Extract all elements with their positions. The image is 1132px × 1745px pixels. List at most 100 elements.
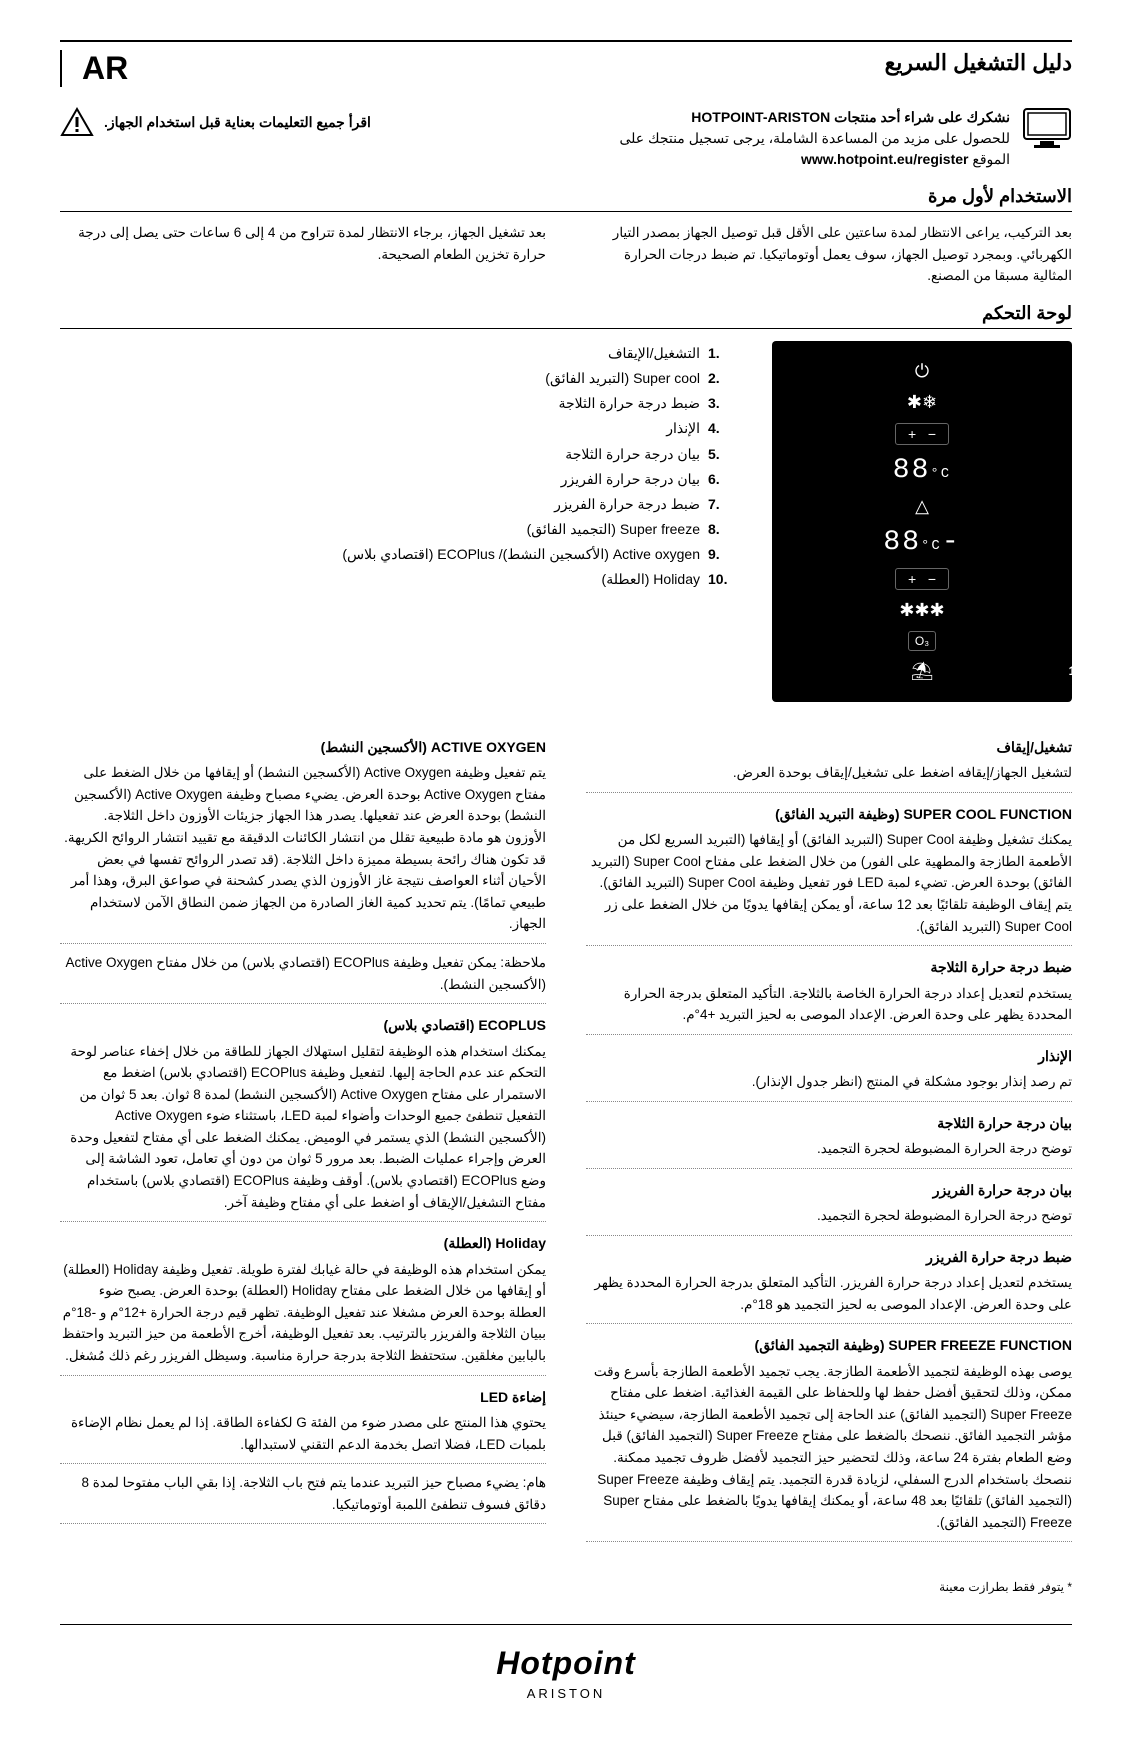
divider [60, 943, 546, 944]
function-heading: بيان درجة حرارة الفريزر [586, 1179, 1072, 1201]
top-rule [60, 40, 1072, 42]
function-body: يتم تفعيل وظيفة Active Oxygen (الأكسجين … [60, 762, 546, 935]
legend-num: 6. [708, 467, 732, 492]
first-use-heading: الاستخدام لأول مرة [60, 186, 1072, 212]
warning-text: اقرأ جميع التعليمات بعناية قبل استخدام ا… [104, 114, 371, 131]
register-line: للحصول على مزيد من المساعدة الشاملة، يرج… [619, 130, 1010, 146]
footer-brand: Hotpoint ARISTON [60, 1624, 1072, 1701]
function-heading: ضبط درجة حرارة الثلاجة [586, 956, 1072, 978]
legend-item: 10. Holiday (العطلة) [60, 567, 732, 592]
first-use-left: بعد تشغيل الجهاز، برجاء الانتظار لمدة تت… [60, 222, 546, 287]
language-badge: AR [60, 50, 128, 87]
divider [586, 945, 1072, 946]
legend-label: Super freeze (التجميد الفائق) [527, 517, 700, 542]
brand-main: Hotpoint [60, 1645, 1072, 1682]
legend-label: Active oxygen (الأكسجين النشط)/ ECOPlus … [342, 542, 700, 567]
site-url: www.hotpoint.eu/register [801, 149, 969, 170]
legend-item: 8. Super freeze (التجميد الفائق) [60, 517, 732, 542]
function-heading: SUPER FREEZE FUNCTION (وظيفة التجميد الف… [586, 1334, 1072, 1356]
legend-num: 3. [708, 391, 732, 416]
legend-label: Super cool (التبريد الفائق) [545, 366, 700, 391]
legend-num: 1. [708, 341, 732, 366]
legend-label: بيان درجة حرارة الثلاجة [565, 442, 700, 467]
legend-num: 2. [708, 366, 732, 391]
control-panel-diagram: 1⏻ ❄✱2 3− + 88°C5 4△ -88°C6 7− + 8✱✱✱ O₃… [772, 341, 1072, 702]
freezer-temp-display: -88°C [883, 527, 960, 558]
function-body: يمكن استخدام هذه الوظيفة في حالة غيابك ل… [60, 1259, 546, 1367]
function-body: يوصى بهذه الوظيفة لتجميد الأطعمة الطازجة… [586, 1361, 1072, 1534]
power-icon: ⏻ [915, 361, 929, 382]
function-body: لتشغيل الجهاز/إيقافه اضغط على تشغيل/إيقا… [586, 762, 1072, 784]
divider [586, 1101, 1072, 1102]
holiday-icon: ⛱ [911, 661, 934, 682]
function-heading: بيان درجة حرارة الثلاجة [586, 1112, 1072, 1134]
function-heading: SUPER COOL FUNCTION (وظيفة التبريد الفائ… [586, 803, 1072, 825]
legend-item: 3. ضبط درجة حرارة الثلاجة [60, 391, 732, 416]
function-body: ملاحظة: يمكن تفعيل وظيفة ECOPlus (اقتصاد… [60, 952, 546, 995]
intro-warning: اقرأ جميع التعليمات بعناية قبل استخدام ا… [60, 107, 551, 137]
thanks-line: نشكرك على شراء أحد منتجات HOTPOINT-ARIST… [691, 109, 1010, 125]
divider [586, 1541, 1072, 1542]
divider [60, 1221, 546, 1222]
function-heading: ECOPLUS (اقتصادي بلاس) [60, 1014, 546, 1036]
panel-legend: 1. التشغيل/الإيقاف 2. Super cool (التبريد ا… [60, 341, 732, 702]
legend-item: 9. Active oxygen (الأكسجين النشط)/ ECOPlu… [60, 542, 732, 567]
function-heading: Holiday (العطلة) [60, 1232, 546, 1254]
legend-label: Holiday (العطلة) [602, 567, 700, 592]
intro-text: نشكرك على شراء أحد منتجات HOTPOINT-ARIST… [619, 107, 1010, 170]
function-body: يستخدم لتعديل إعداد درجة حرارة الفريزر. … [586, 1272, 1072, 1315]
legend-num: 10. [708, 567, 732, 592]
site-label: الموقع [972, 151, 1010, 167]
fridge-temp-display: 88°C [893, 455, 951, 486]
supercool-icon: ❄✱ [907, 392, 937, 413]
functions-columns: تشغيل/إيقاف لتشغيل الجهاز/إيقافه اضغط على… [60, 726, 1072, 1551]
legend-label: ضبط درجة حرارة الثلاجة [559, 391, 700, 416]
intro-register: نشكرك على شراء أحد منتجات HOTPOINT-ARIST… [581, 107, 1072, 170]
divider [586, 792, 1072, 793]
function-body: توضح درجة الحرارة المضبوطة لحجرة التجميد… [586, 1138, 1072, 1160]
legend-label: بيان درجة حرارة الفريزر [561, 467, 700, 492]
legend-num: 9. [708, 542, 732, 567]
legend-item: 7. ضبط درجة حرارة الفريزر [60, 492, 732, 517]
legend-num: 7. [708, 492, 732, 517]
function-heading: الإنذار [586, 1045, 1072, 1067]
legend-item: 1. التشغيل/الإيقاف [60, 341, 732, 366]
function-body: توضح درجة الحرارة المضبوطة لحجرة التجميد… [586, 1205, 1072, 1227]
function-body: تم رصد إنذار بوجود مشكلة في المنتج (انظر… [586, 1071, 1072, 1093]
function-heading: ضبط درجة حرارة الفريزر [586, 1246, 1072, 1268]
function-heading: تشغيل/إيقاف [586, 736, 1072, 758]
legend-item: 2. Super cool (التبريد الفائق) [60, 366, 732, 391]
legend-label: الإنذار [666, 416, 700, 441]
function-body: يمكنك تشغيل وظيفة Super Cool (التبريد ال… [586, 829, 1072, 937]
function-body: يحتوي هذا المنتج على مصدر ضوء من الفئة G… [60, 1412, 546, 1455]
control-panel-section: 1⏻ ❄✱2 3− + 88°C5 4△ -88°C6 7− + 8✱✱✱ O₃… [60, 341, 1072, 702]
footer-note: * يتوفر فقط بطرازت معينة [60, 1580, 1072, 1594]
panel-heading: لوحة التحكم [60, 303, 1072, 329]
brand-sub: ARISTON [60, 1686, 1072, 1701]
intro-row: نشكرك على شراء أحد منتجات HOTPOINT-ARIST… [60, 107, 1072, 170]
oxygen-icon: O₃ [908, 631, 936, 651]
warning-icon [60, 107, 94, 137]
monitor-icon [1022, 107, 1072, 149]
legend-item: 4.الإنذار [60, 416, 732, 441]
divider [586, 1168, 1072, 1169]
functions-left-col: ACTIVE OXYGEN (الأكسجين النشط) يتم تفعيل … [60, 726, 546, 1551]
legend-label: التشغيل/الإيقاف [608, 341, 700, 366]
legend-num: 8. [708, 517, 732, 542]
first-use-right: بعد التركيب، يراعى الانتظار لمدة ساعتين … [586, 222, 1072, 287]
legend-num: 5. [708, 442, 732, 467]
divider [60, 1003, 546, 1004]
divider [586, 1235, 1072, 1236]
legend-label: ضبط درجة حرارة الفريزر [554, 492, 700, 517]
divider [586, 1323, 1072, 1324]
freezer-minus: − + [895, 568, 949, 590]
divider [60, 1463, 546, 1464]
header: دليل التشغيل السريع AR [60, 50, 1072, 87]
divider [60, 1523, 546, 1524]
function-heading: إضاءة LED [60, 1386, 546, 1408]
function-heading: ACTIVE OXYGEN (الأكسجين النشط) [60, 736, 546, 758]
legend-item: 5. بيان درجة حرارة الثلاجة [60, 442, 732, 467]
function-body: هام: يضيء مصباح حيز التبريد عندما يتم فت… [60, 1472, 546, 1515]
first-use-body: بعد التركيب، يراعى الانتظار لمدة ساعتين … [60, 222, 1072, 287]
functions-right-col: تشغيل/إيقاف لتشغيل الجهاز/إيقافه اضغط على… [586, 726, 1072, 1551]
